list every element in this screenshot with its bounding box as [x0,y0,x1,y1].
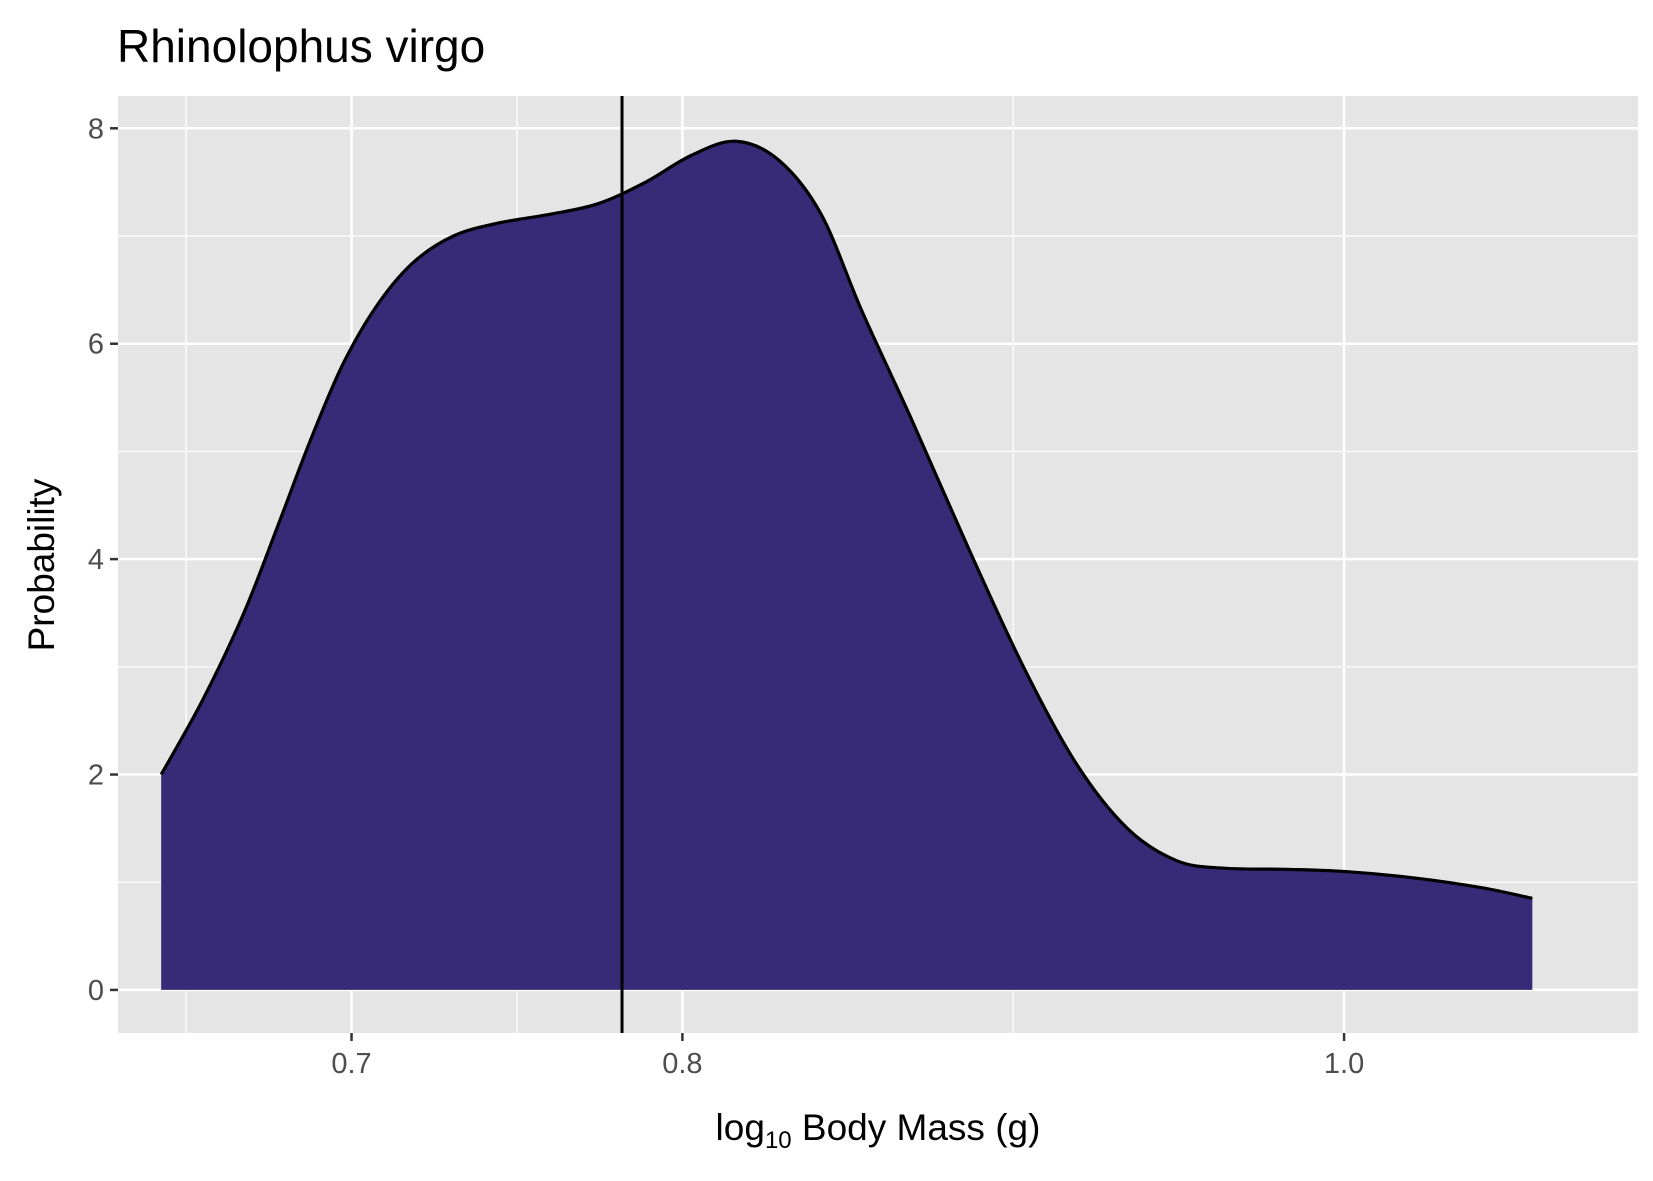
data-marks [159,96,1533,1033]
y-tick-label: 8 [88,113,104,145]
x-tick-label: 1.0 [1324,1048,1364,1080]
x-axis-title: log10 Body Mass (g) [716,1107,1041,1154]
y-axis-title: Probability [21,478,62,651]
x-axis: 0.7 0.8 1.0 [331,1033,1364,1080]
y-tick-label: 6 [88,329,104,361]
y-tick-label: 4 [88,544,104,576]
x-axis-title-subscript: 10 [765,1127,792,1154]
x-tick-label: 0.8 [662,1048,702,1080]
y-axis: 0 2 4 6 8 [88,113,118,1007]
x-tick-label: 0.7 [331,1048,371,1080]
chart-title: Rhinolophus virgo [117,20,485,72]
x-axis-title-prefix: log [716,1107,765,1148]
y-tick-label: 2 [88,760,104,792]
density-area [161,141,1533,990]
x-axis-title-suffix: Body Mass (g) [792,1107,1041,1148]
density-curve [159,139,1533,900]
y-tick-label: 0 [88,975,104,1007]
